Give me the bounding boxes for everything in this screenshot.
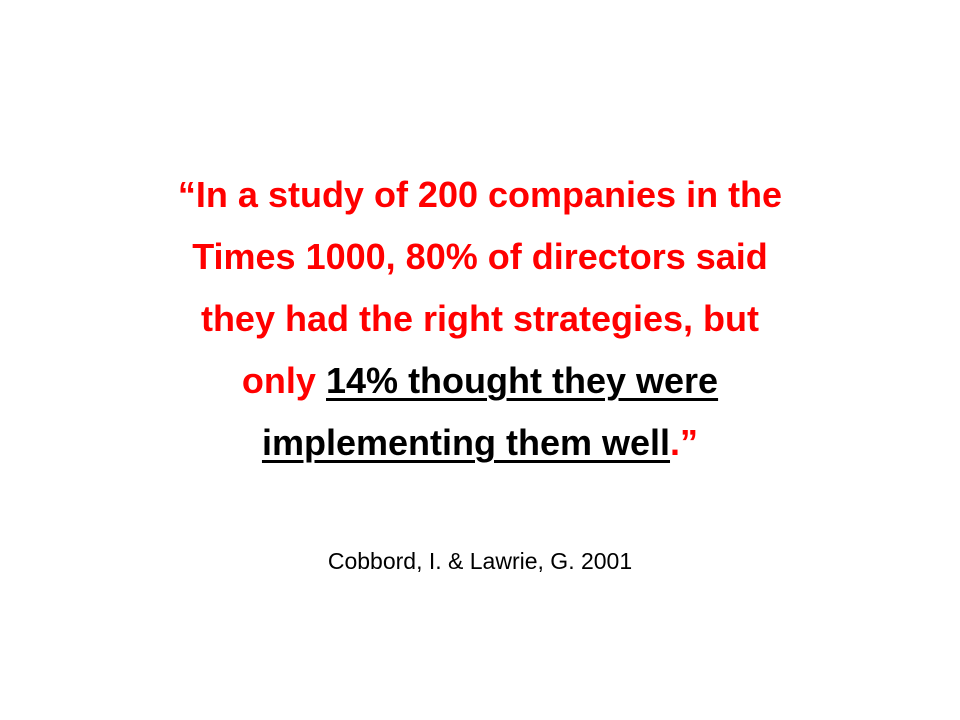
citation: Cobbord, I. & Lawrie, G. 2001: [327, 548, 633, 574]
quote-text: they had the right strategies, but: [200, 298, 760, 339]
quote-line: Times 1000, 80% of directors said: [40, 226, 920, 288]
quote-text: .”: [670, 422, 699, 463]
emphasis-text: implementing them well: [261, 422, 671, 463]
quote-line: only 14% thought they were: [40, 350, 920, 412]
quote-line: they had the right strategies, but: [40, 288, 920, 350]
quote-text: “In a study of 200 companies in the: [177, 174, 783, 215]
quote-text: Times 1000, 80% of directors said: [192, 236, 768, 277]
quote-line: “In a study of 200 companies in the: [40, 164, 920, 226]
emphasis-text: 14% thought they were: [326, 360, 719, 401]
quote-text: only: [241, 360, 316, 401]
quote: “In a study of 200 companies in the Time…: [40, 164, 920, 474]
quote-line: implementing them well.”: [40, 412, 920, 474]
